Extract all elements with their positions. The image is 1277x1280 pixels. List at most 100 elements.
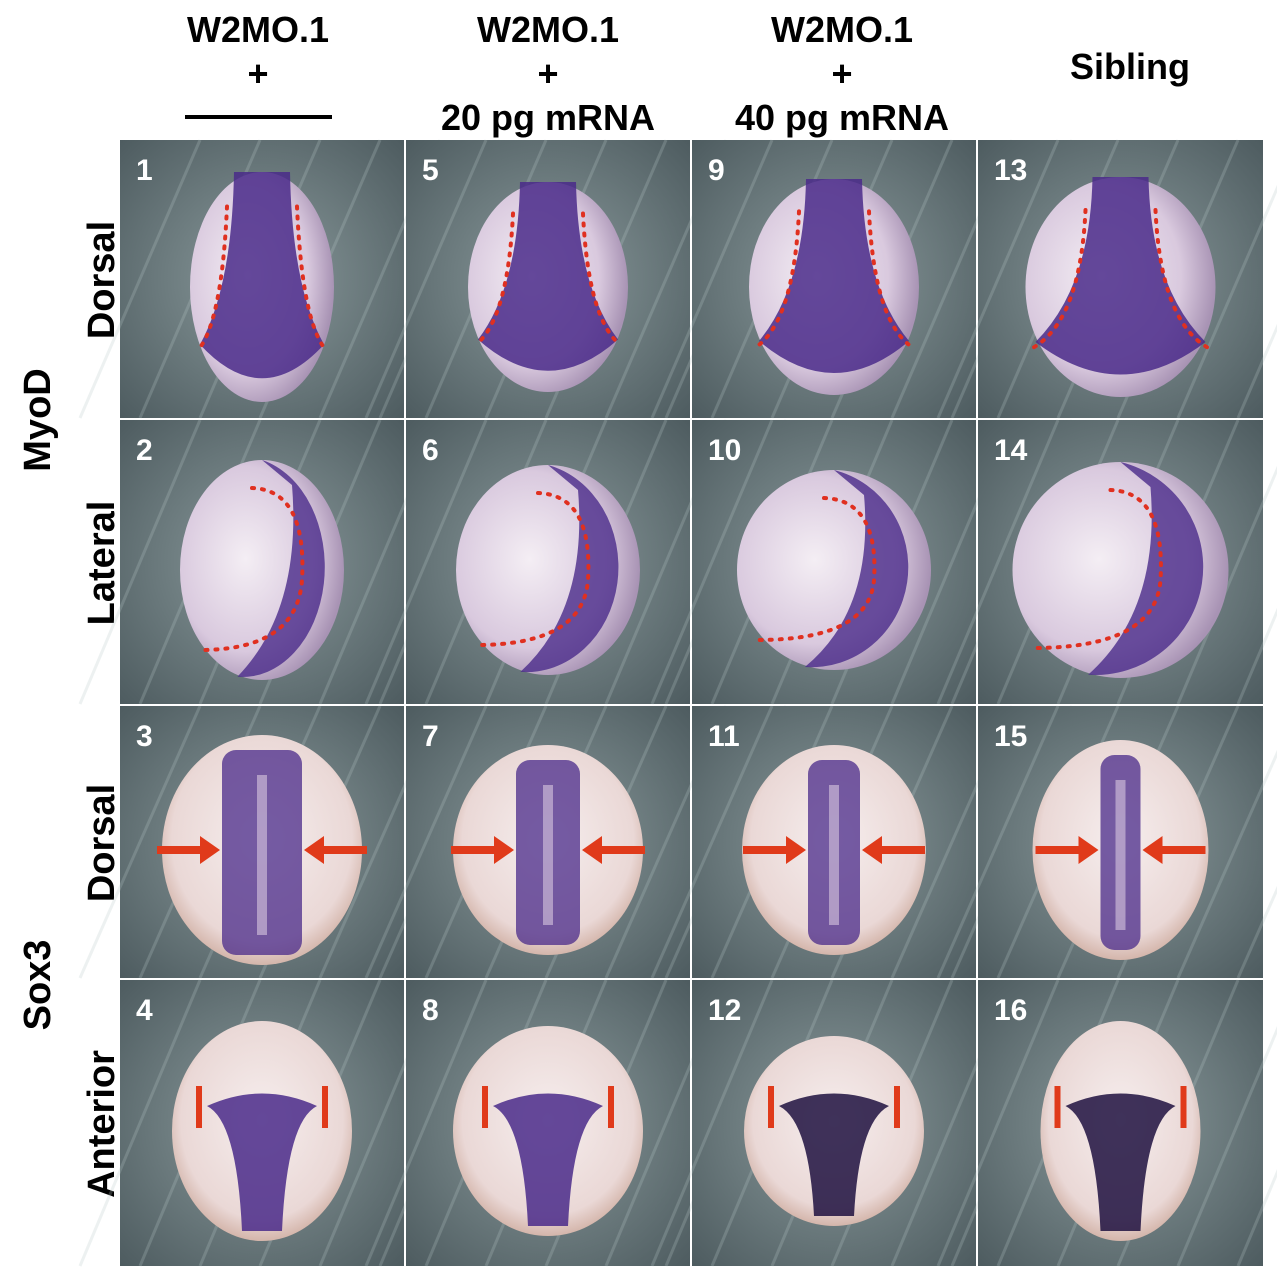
background-streak — [1236, 607, 1277, 705]
stain — [478, 182, 618, 371]
view-label: Anterior — [81, 1050, 123, 1198]
background-streak — [364, 979, 488, 1267]
stain — [207, 1093, 317, 1231]
panel-number: 13 — [994, 154, 1027, 187]
background-streak — [650, 139, 774, 419]
midline — [1115, 780, 1126, 930]
background-streak — [650, 705, 774, 979]
column-header: W2MO.1 — [187, 9, 329, 50]
background-streak — [1176, 184, 1277, 419]
background-streak — [1176, 1026, 1277, 1267]
bar — [322, 1086, 328, 1128]
background-streak — [364, 705, 488, 979]
bar — [482, 1086, 488, 1128]
stain — [1035, 177, 1206, 375]
panel-number: 3 — [136, 720, 153, 753]
column-header: W2MO.1 — [771, 9, 913, 50]
bar — [1180, 1086, 1187, 1128]
midline — [829, 785, 839, 925]
dotted-boundary — [1030, 488, 1163, 650]
background-streak — [364, 419, 488, 705]
arrow — [582, 836, 645, 864]
panel-number: 7 — [422, 720, 439, 753]
bar — [1054, 1086, 1061, 1128]
panel: 11 — [650, 705, 1074, 979]
panel-number: 4 — [136, 994, 153, 1027]
panel-number: 9 — [708, 154, 725, 187]
arrow — [304, 836, 367, 864]
dotted-boundary — [755, 496, 877, 642]
stain — [237, 460, 325, 677]
stain — [1065, 1093, 1176, 1231]
background-streak — [1236, 885, 1277, 979]
background-streak — [936, 979, 1060, 1267]
background-streak — [936, 139, 1060, 419]
background-streak — [936, 705, 1060, 979]
panel: 4 — [78, 979, 502, 1267]
background-streak — [78, 705, 202, 979]
background-streak — [1176, 465, 1277, 705]
arrow — [862, 836, 925, 864]
bar — [894, 1086, 900, 1128]
panel: 15 — [936, 705, 1277, 979]
panel-number: 10 — [708, 434, 741, 467]
panel: 6 — [364, 419, 788, 705]
arrow — [743, 836, 806, 864]
panel: 3 — [78, 705, 502, 979]
dotted-boundary — [474, 491, 591, 647]
panel-number: 14 — [994, 434, 1028, 467]
arrow — [1142, 836, 1206, 864]
view-label: Lateral — [81, 501, 123, 626]
background-streak — [364, 139, 488, 419]
column-header: 40 pg mRNA — [735, 97, 949, 138]
dotted-boundary — [474, 211, 622, 347]
stain — [493, 1093, 603, 1226]
background-streak — [936, 419, 1060, 705]
panel: 5 — [364, 139, 788, 419]
panel-number: 1 — [136, 154, 153, 187]
panel-number: 2 — [136, 434, 153, 467]
stain — [779, 1093, 889, 1216]
view-label: Dorsal — [81, 221, 123, 339]
stain — [804, 470, 909, 668]
column-header: + — [247, 53, 268, 94]
column-header: + — [831, 53, 852, 94]
background-streak — [1236, 1169, 1277, 1267]
bar — [196, 1086, 202, 1128]
stain — [200, 172, 324, 379]
panel: 7 — [364, 705, 788, 979]
background-streak — [78, 419, 202, 705]
background-streak — [78, 139, 202, 419]
panel: 8 — [364, 979, 788, 1267]
panel-number: 16 — [994, 994, 1027, 1027]
stain — [759, 179, 909, 373]
gene-label: MyoD — [17, 368, 59, 471]
panel: 16 — [936, 979, 1277, 1267]
panel: 10 — [650, 419, 1074, 705]
column-header: 20 pg mRNA — [441, 97, 655, 138]
dotted-boundary — [196, 204, 328, 353]
midline — [543, 785, 553, 925]
dotted-boundary — [755, 209, 913, 349]
dotted-boundary — [198, 486, 305, 652]
gene-label: Sox3 — [17, 940, 59, 1031]
background-streak — [1176, 749, 1277, 979]
panel: 2 — [78, 419, 502, 705]
midline — [257, 775, 267, 935]
background-streak — [78, 979, 202, 1267]
column-header: + — [537, 53, 558, 94]
stain — [520, 465, 619, 673]
column-header: Sibling — [1070, 46, 1190, 87]
stain — [1088, 462, 1204, 675]
bar — [608, 1086, 614, 1128]
arrow — [451, 836, 514, 864]
panel: 13 — [936, 139, 1277, 419]
view-label: Dorsal — [81, 784, 123, 902]
arrow — [157, 836, 220, 864]
column-header: W2MO.1 — [477, 9, 619, 50]
panel-number: 8 — [422, 994, 439, 1027]
panel-number: 5 — [422, 154, 439, 187]
background-streak — [1236, 323, 1277, 419]
panel: 14 — [936, 419, 1277, 705]
